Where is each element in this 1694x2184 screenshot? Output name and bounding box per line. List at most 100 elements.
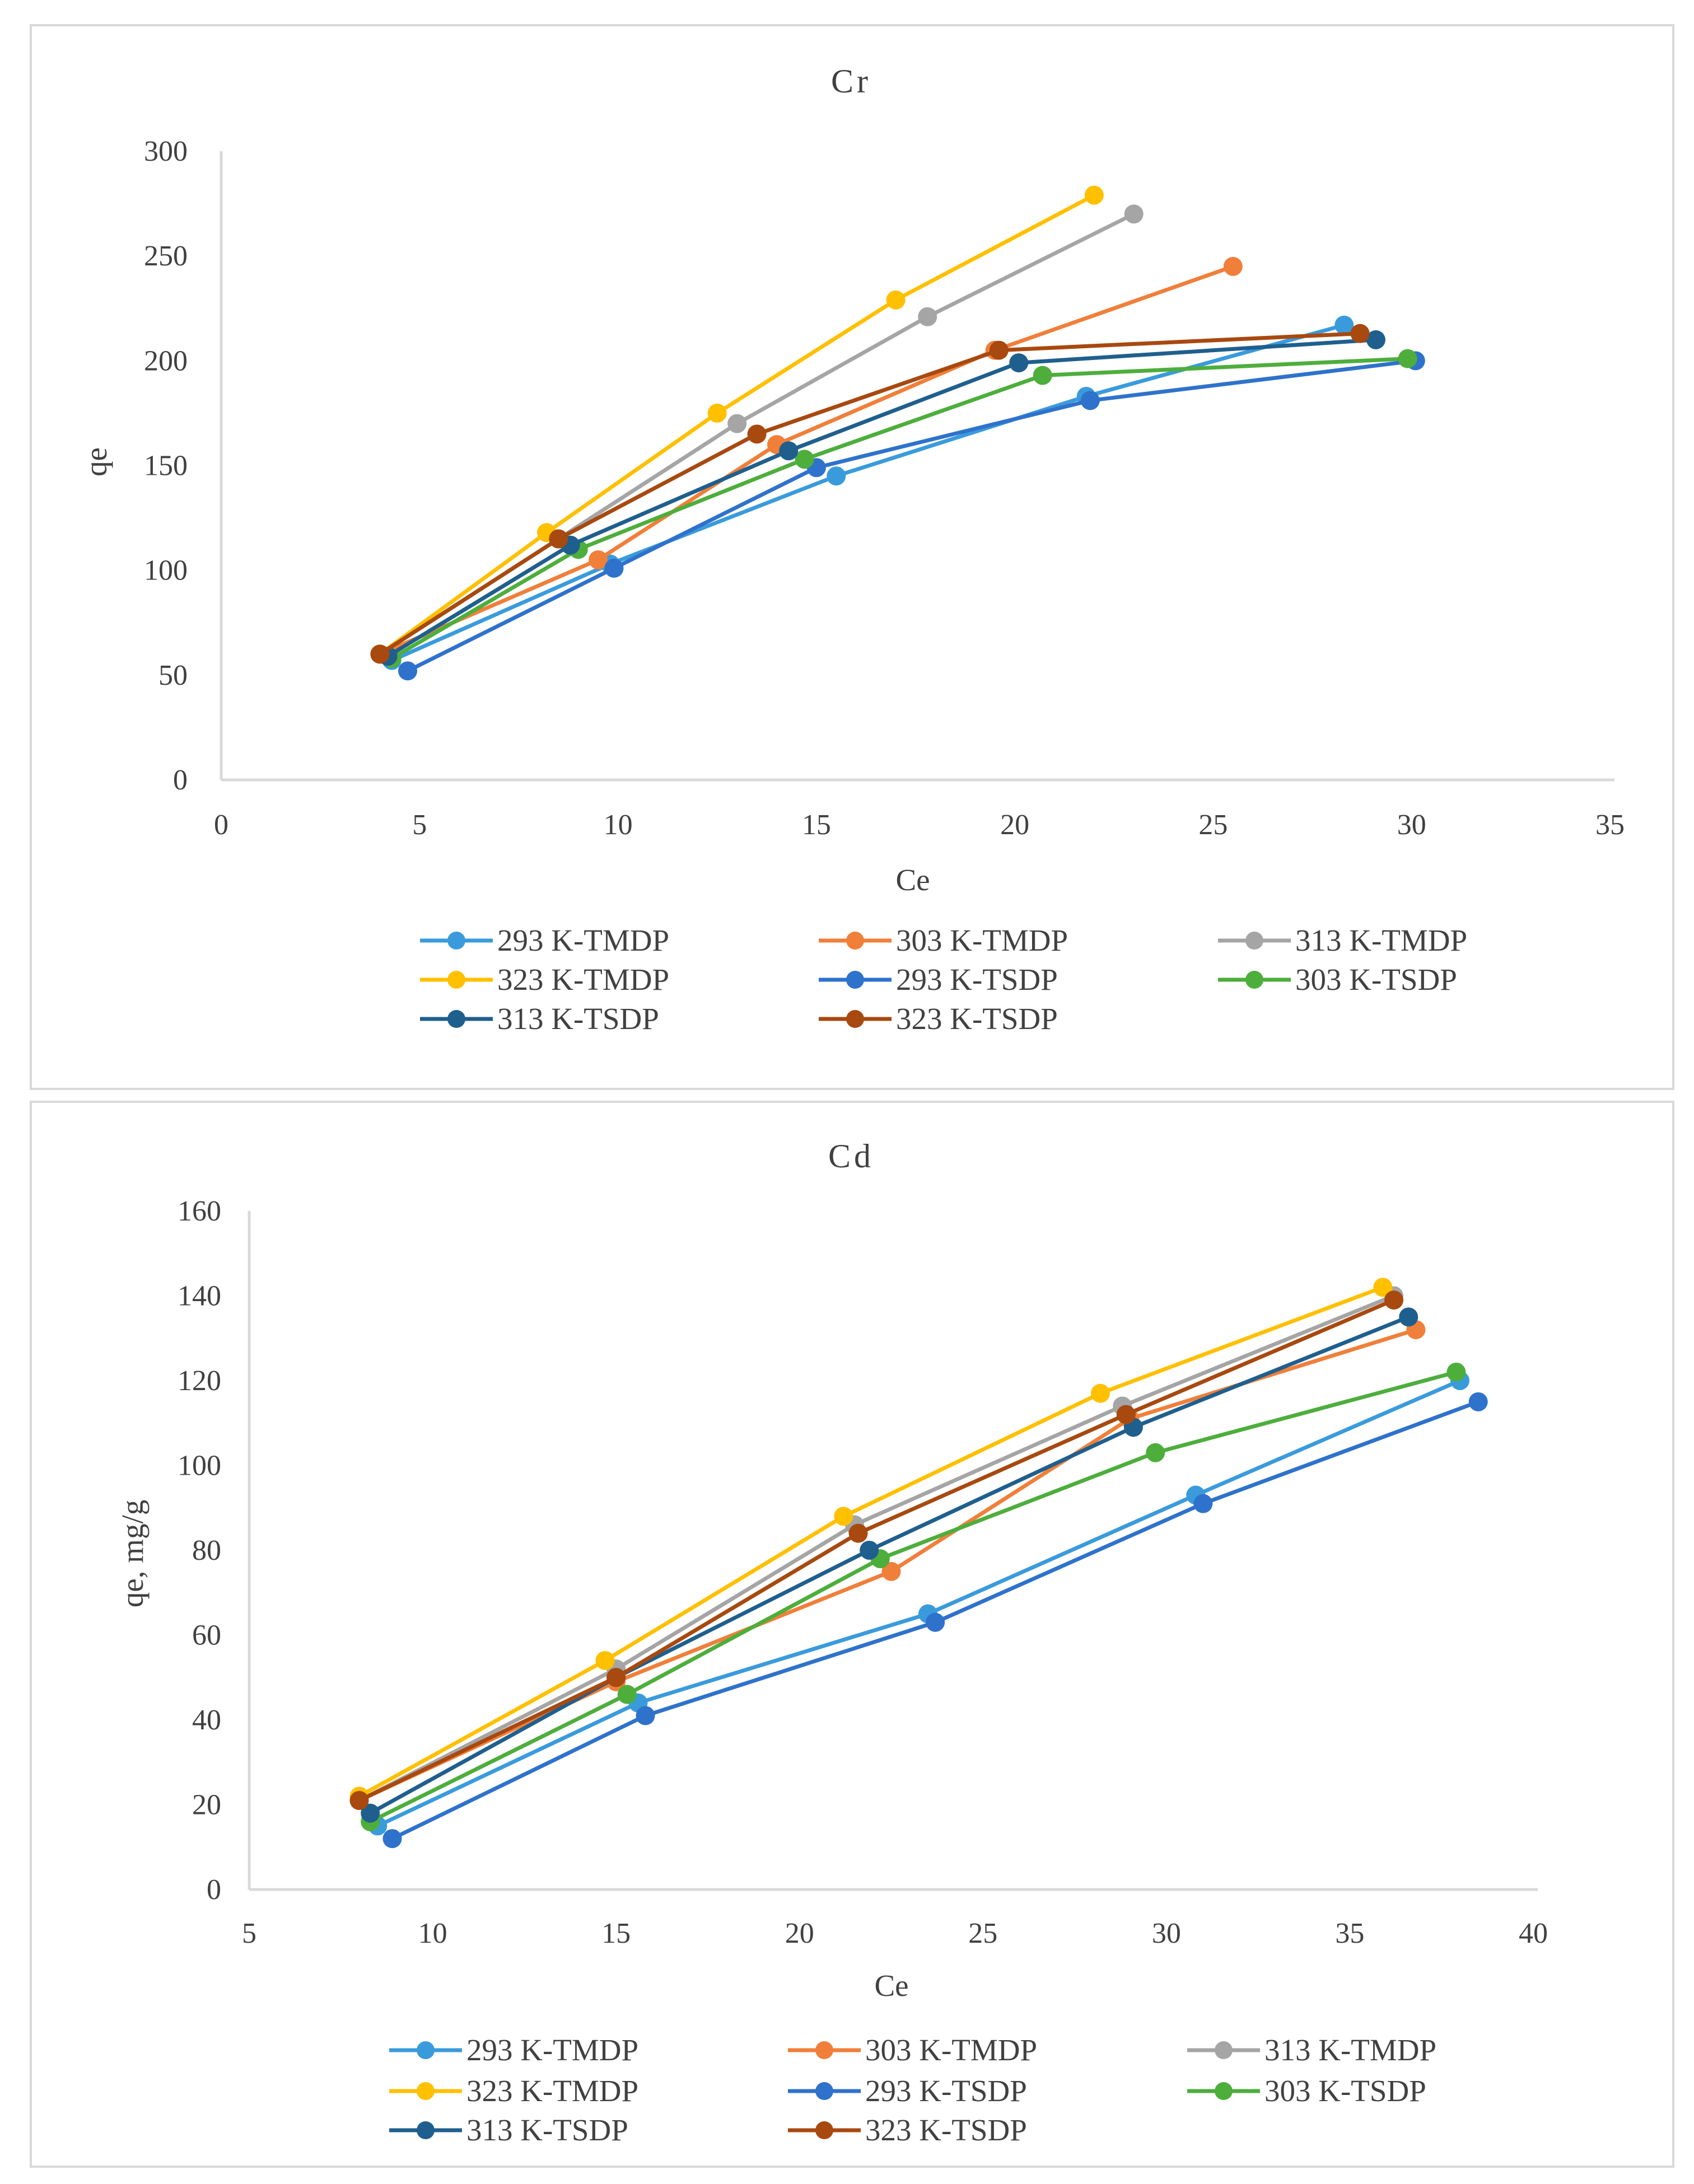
legend-marker [1245,932,1263,950]
data-point [361,1803,380,1823]
chart-title: Cr [831,63,871,100]
legend-item: 313 K-TMDP [1218,923,1467,957]
data-point [886,290,906,310]
legend-item: 323 K-TSDP [788,2113,1027,2147]
legend-label: 293 K-TSDP [865,2074,1027,2108]
y-axis-label: qe, mg/g [115,1500,150,1607]
legend-marker [846,971,864,989]
x-tick-label: 10 [418,1918,447,1949]
legend-item: 293 K-TSDP [788,2074,1027,2108]
legend-label: 313 K-TSDP [466,2113,628,2147]
x-tick-label: 25 [968,1918,997,1949]
y-tick-label: 50 [158,660,188,691]
legend-item: 323 K-TMDP [389,2074,638,2108]
data-point [589,550,608,569]
legend-label: 303 K-TMDP [896,923,1068,957]
data-point [1468,1392,1488,1411]
data-point [1384,1290,1404,1310]
data-point [1124,204,1144,224]
data-point [1084,185,1104,205]
data-point [779,441,799,461]
data-point [1090,1383,1110,1403]
legend-marker [1215,2041,1233,2059]
x-tick-label: 35 [1595,809,1625,841]
legend-marker [1215,2082,1233,2100]
data-point [1366,330,1385,349]
series-323-k-tsdp [370,324,1370,664]
y-tick-label: 100 [144,555,188,587]
legend-item: 293 K-TMDP [389,2033,638,2067]
data-point [1080,391,1100,410]
y-tick-label: 200 [144,345,188,377]
data-point [727,414,747,433]
legend-marker [417,2082,435,2100]
legend-marker [815,2082,833,2100]
data-point [382,1829,402,1849]
legend-label: 303 K-TSDP [1264,2074,1426,2108]
data-point [848,1523,868,1543]
legend-item: 303 K-TMDP [819,923,1068,957]
series-293-k-tsdp [382,1392,1488,1849]
data-point [617,1685,637,1704]
y-axis-label: qe [79,447,113,476]
x-axis-label: Ce [895,863,930,897]
cd-chart-panel [30,1101,1674,2168]
x-tick-label: 5 [412,809,427,841]
legend-marker [846,1010,864,1028]
y-tick-label: 150 [144,450,188,482]
legend-label: 303 K-TSDP [1295,962,1457,997]
data-point [1116,1405,1136,1424]
data-point [1350,324,1370,343]
y-tick-label: 120 [178,1365,221,1397]
y-tick-label: 0 [173,764,188,796]
legend-label: 293 K-TMDP [466,2033,638,2067]
data-point [1334,315,1354,335]
data-point [860,1541,879,1560]
x-tick-label: 35 [1335,1918,1364,1949]
legend-item: 323 K-TMDP [420,962,669,997]
data-point [827,466,846,486]
data-point [1033,366,1052,385]
data-point [595,1650,615,1670]
legend-item: 313 K-TSDP [389,2113,628,2147]
data-point [1373,1278,1393,1297]
data-point [606,1668,626,1687]
data-point [926,1612,945,1632]
series-323-k-tsdp [349,1290,1404,1810]
y-tick-label: 250 [144,240,188,272]
legend-marker [447,932,465,950]
data-point [1146,1443,1165,1462]
x-tick-label: 5 [242,1918,256,1949]
data-point [1009,353,1029,373]
data-point [795,450,814,469]
y-tick-label: 100 [178,1450,221,1482]
legend-marker [815,2041,833,2059]
y-tick-label: 60 [192,1620,221,1652]
legend-marker [417,2041,435,2059]
y-tick-label: 40 [192,1704,221,1736]
legend-marker [1245,971,1263,989]
data-point [1193,1494,1213,1513]
data-point [918,307,937,326]
data-point [1223,256,1243,276]
y-tick-label: 80 [192,1535,221,1566]
data-point [398,661,418,681]
data-point [881,1561,901,1581]
legend-item: 293 K-TSDP [819,962,1058,997]
data-point [370,644,390,664]
legend-item: 293 K-TMDP [420,923,669,957]
legend-label: 313 K-TMDP [1295,923,1467,957]
data-point [1399,1307,1418,1327]
y-tick-label: 300 [144,135,188,167]
data-point [549,529,568,549]
legend-item: 313 K-TSDP [420,1002,659,1036]
x-tick-label: 20 [785,1918,814,1949]
x-tick-label: 30 [1152,1918,1181,1949]
x-tick-label: 15 [601,1918,631,1949]
y-tick-label: 140 [178,1280,221,1312]
legend-marker [447,1010,465,1028]
data-point [1398,349,1417,368]
data-point [636,1706,655,1725]
legend-item: 313 K-TMDP [1187,2033,1436,2067]
